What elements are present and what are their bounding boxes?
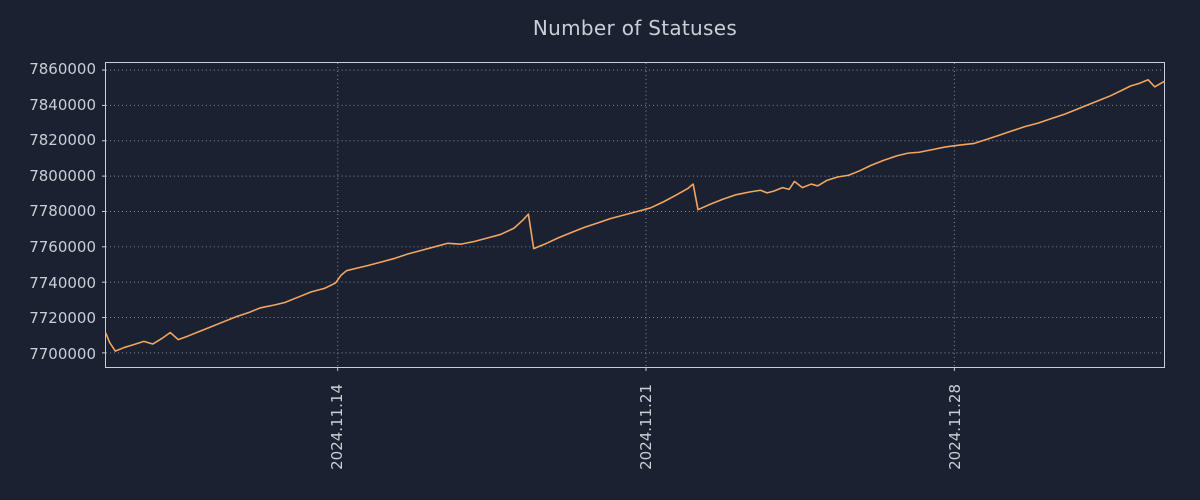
y-tick-label: 7840000 [29, 95, 96, 114]
x-tick-label: 2024.11.28 [945, 384, 964, 470]
chart-title: Number of Statuses [532, 16, 738, 40]
y-tick-label: 7700000 [29, 344, 96, 363]
y-tick-label: 7720000 [29, 309, 96, 328]
y-tick-label: 7780000 [29, 202, 96, 221]
y-tick-label: 7800000 [29, 166, 96, 185]
series-line-statuses [105, 78, 1165, 352]
y-tick-label: 7860000 [29, 60, 96, 79]
x-tick-label: 2024.11.14 [328, 384, 347, 470]
plot-area [102, 62, 1165, 371]
line-chart [102, 63, 1165, 371]
x-tick-label: 2024.11.21 [637, 384, 656, 470]
y-tick-label: 7820000 [29, 131, 96, 150]
y-tick-label: 7740000 [29, 273, 96, 292]
y-tick-label: 7760000 [29, 238, 96, 257]
